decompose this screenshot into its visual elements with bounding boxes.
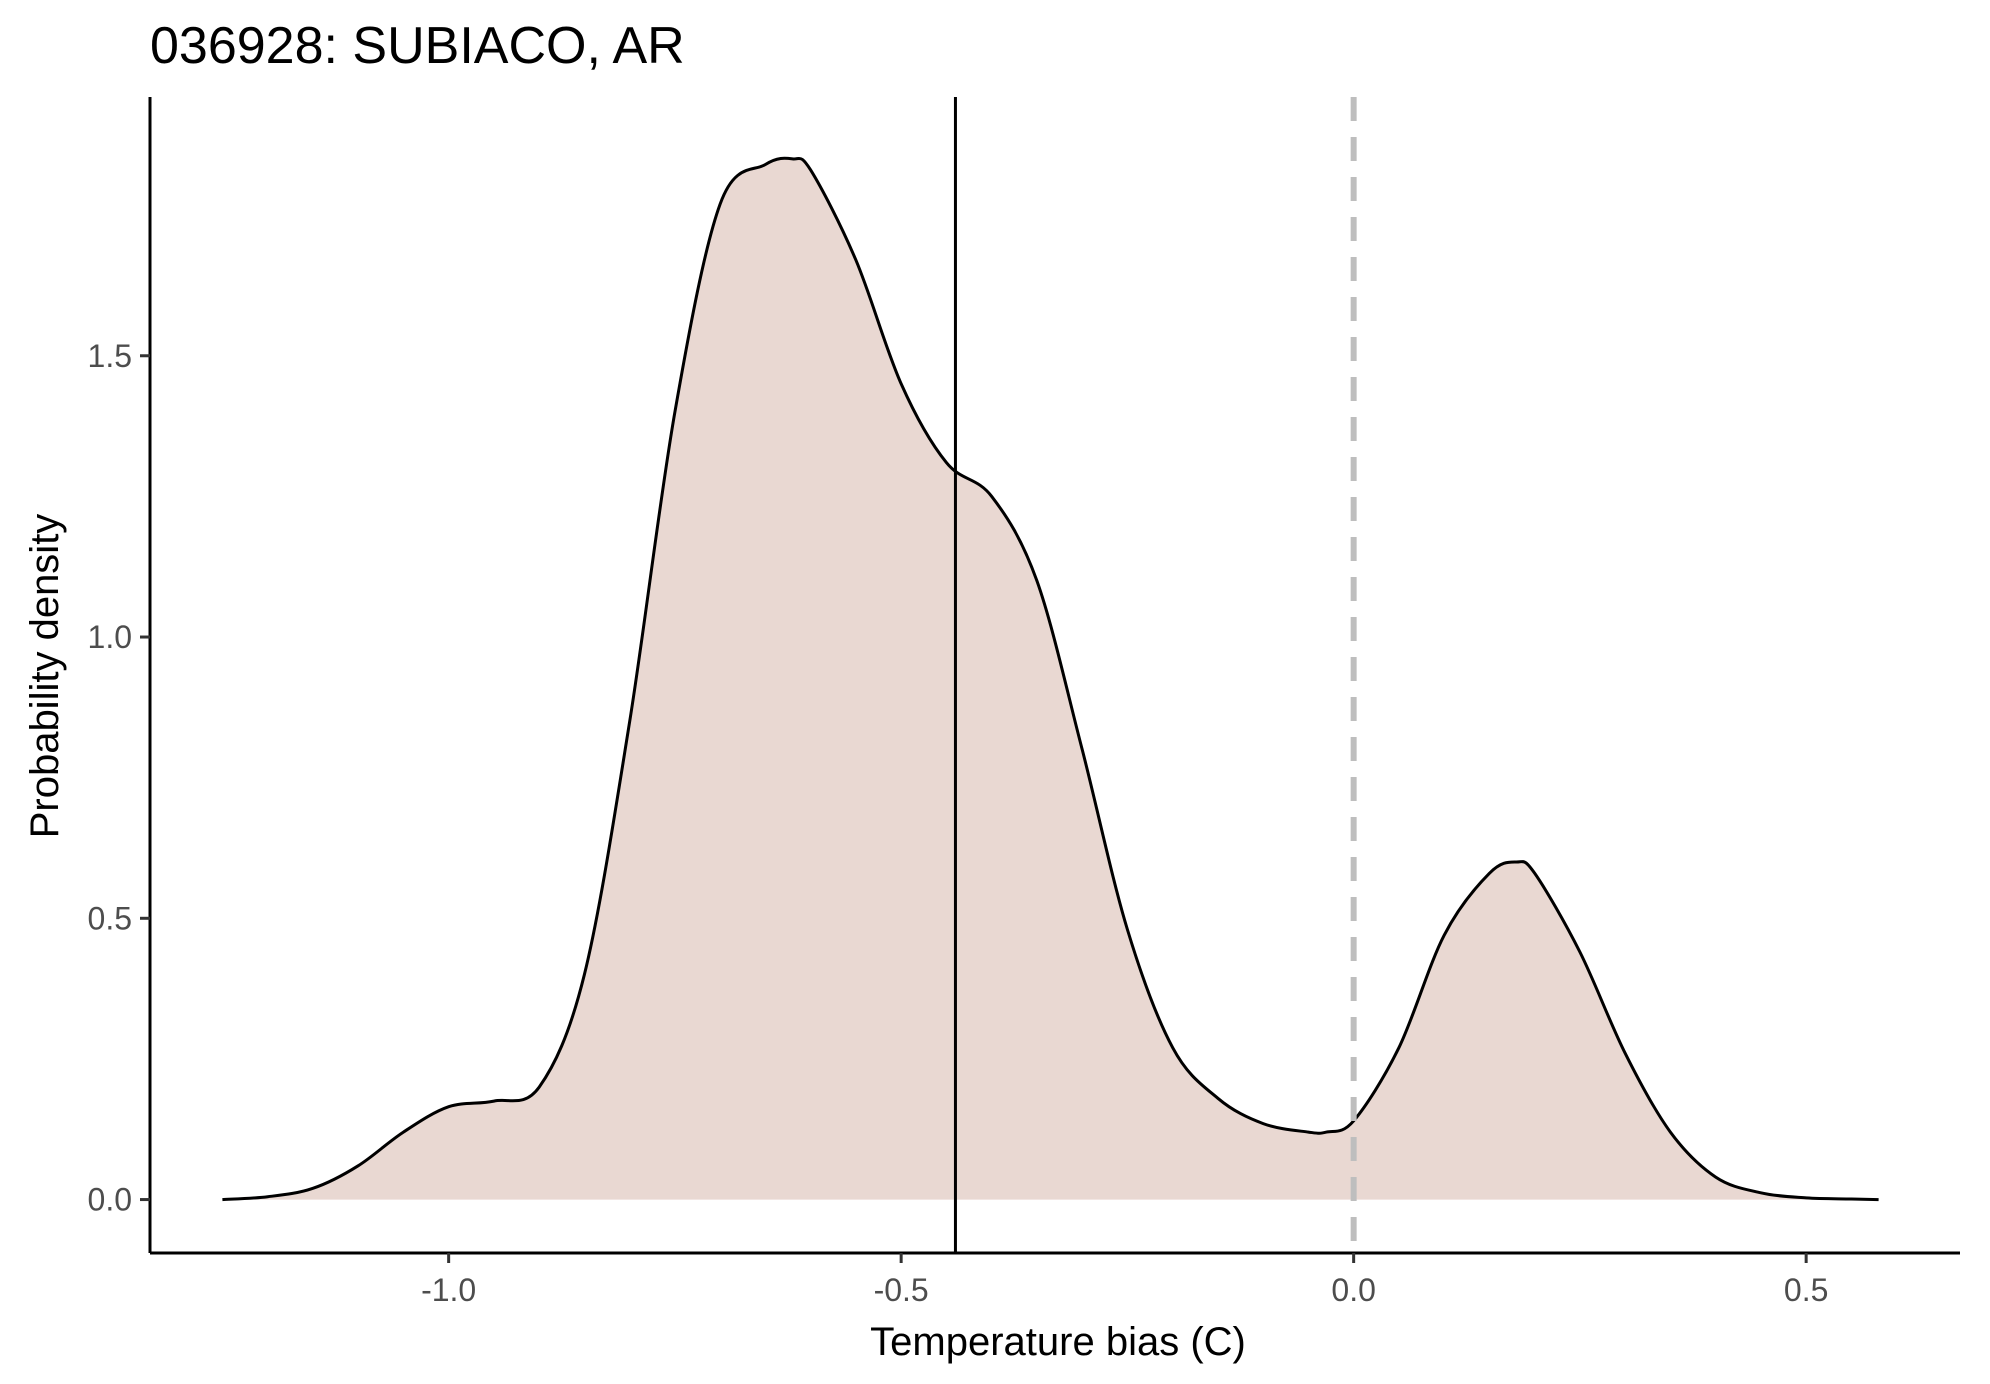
x-tick-label: -0.5	[874, 1272, 929, 1308]
plot-area	[222, 97, 1879, 1253]
x-tick-label: 0.5	[1784, 1272, 1828, 1308]
x-axis-label: Temperature bias (C)	[870, 1320, 1246, 1364]
y-tick-label: 0.0	[88, 1182, 132, 1218]
y-tick-label: 1.0	[88, 619, 132, 655]
x-tick-label: -1.0	[421, 1272, 476, 1308]
density-area-fill	[222, 158, 1879, 1200]
y-tick-label: 1.5	[88, 338, 132, 374]
axes: -1.0 -0.5 0.0 0.5 0.0 0.5 1.0 1.5	[88, 97, 1960, 1308]
x-tick-label: 0.0	[1331, 1272, 1375, 1308]
y-tick-label: 0.5	[88, 900, 132, 936]
chart-title: 036928: SUBIACO, AR	[150, 17, 685, 75]
density-curve-line	[222, 156, 1879, 1202]
y-axis-label: Probability density	[23, 514, 67, 839]
